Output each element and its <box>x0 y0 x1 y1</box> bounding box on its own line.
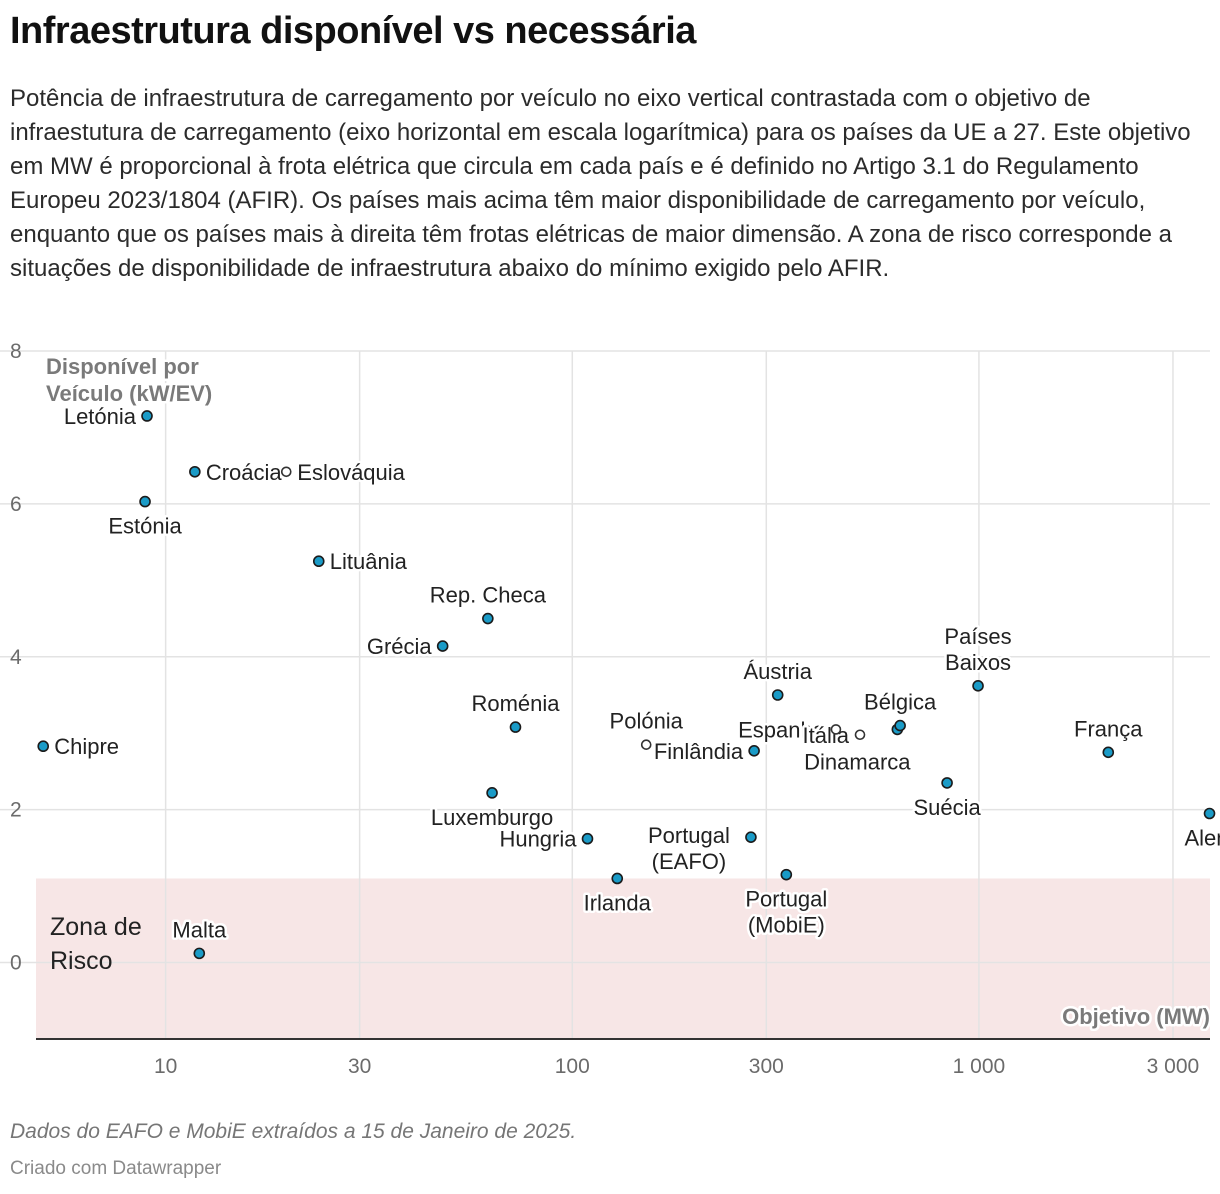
label-polonia: Polónia <box>610 709 684 734</box>
y-tick-label: 0 <box>10 952 22 975</box>
label-grecia: Grécia <box>367 634 433 659</box>
x-tick-label: 1 000 <box>953 1055 1006 1078</box>
point-eslovaquia <box>280 466 292 478</box>
point-suecia <box>941 777 953 789</box>
label-rep-checa: Rep. Checa <box>430 583 547 608</box>
label-portugal-mobie: Portugal <box>745 887 827 912</box>
label-espanha: Espanha <box>738 717 826 742</box>
y-tick-label: 6 <box>10 493 22 516</box>
y-axis-title: Veículo (kW/EV) <box>46 381 212 406</box>
point-finlandia <box>748 745 760 757</box>
notes: Dados do EAFO e MobiE extraídos a 15 de … <box>10 1120 577 1143</box>
point-espanha <box>830 724 842 735</box>
point-hungria <box>581 832 594 845</box>
point-romenia <box>509 721 522 733</box>
scatter-chart: Zona de Risco 0 2 4 6 8 10 30 100 300 1 000 3 000 Di… <box>0 340 1220 1078</box>
label-estonia: Estónia <box>108 514 182 539</box>
risk-zone-label: Zona de Risco <box>50 913 142 975</box>
label-croacia: Croácia <box>206 460 283 485</box>
point-belgica <box>894 719 906 732</box>
y-tick-label: 4 <box>10 646 22 669</box>
point-rep-checa <box>482 612 494 625</box>
point-alemanha <box>1203 807 1216 820</box>
label-portugal-eafo: (EAFO) <box>652 849 727 874</box>
label-italia: Itália <box>803 723 850 748</box>
point-estonia <box>139 495 151 508</box>
x-tick-label: 30 <box>348 1055 371 1078</box>
point-grecia <box>436 640 449 652</box>
label-letonia: Letónia <box>64 404 137 429</box>
axes: 0 2 4 6 8 10 30 100 300 1 000 3 000 Disponível porV… <box>10 340 1213 1078</box>
chart-subtitle: Potência de infraestrutura de carregamen… <box>10 85 1191 282</box>
label-austria: Áustria <box>743 659 812 684</box>
label-irlanda: Irlanda <box>584 890 652 915</box>
x-tick-label: 300 <box>749 1055 784 1078</box>
x-tick-label: 100 <box>555 1055 590 1078</box>
y-tick-label: 8 <box>10 340 22 363</box>
label-finlandia: Finlândia <box>654 739 744 764</box>
label-belgica: Bélgica <box>864 690 937 715</box>
label-paises-baixos: Países <box>944 624 1011 649</box>
point-croacia <box>189 465 201 478</box>
label-portugal-mobie: (MobiE) <box>748 913 825 938</box>
point-austria <box>771 689 784 701</box>
risk-zone-label-line: Zona de <box>50 913 142 941</box>
label-chipre: Chipre <box>54 734 119 759</box>
x-axis-title: Objetivo (MW) <box>1062 1004 1210 1029</box>
y-axis-title: Disponível por <box>46 354 199 379</box>
label-paises-baixos: Baixos <box>945 650 1011 675</box>
label-eslovaquia: Eslováquia <box>297 460 405 485</box>
point-luxemburgo <box>486 787 498 799</box>
risk-zone <box>36 878 1210 1039</box>
chart-title: Infraestrutura disponível vs necessária <box>10 10 696 52</box>
label-suecia: Suécia <box>913 795 981 820</box>
point-labels: Letónia Croácia Eslováquia Estónia Lituânia R… <box>52 401 1220 944</box>
point-irlanda <box>611 872 624 885</box>
label-romenia: Roménia <box>471 691 560 716</box>
point-letonia <box>141 410 153 422</box>
label-dinamarca: Dinamarca <box>804 749 911 774</box>
y-tick-label: 2 <box>10 799 22 822</box>
data-points <box>37 410 1216 960</box>
point-franca <box>1102 746 1115 759</box>
byline: Criado com Datawrapper <box>10 1158 222 1179</box>
x-tick-label: 3 000 <box>1147 1055 1200 1078</box>
point-chipre <box>37 740 50 753</box>
label-alemanha: Alem <box>1184 825 1220 850</box>
gridlines <box>0 350 1210 1039</box>
point-italia <box>854 729 866 741</box>
label-lituania: Lituânia <box>330 549 408 574</box>
point-malta <box>193 947 206 960</box>
label-franca: França <box>1074 716 1143 741</box>
point-paises-baixos <box>972 680 984 692</box>
point-polonia <box>640 739 652 750</box>
label-malta: Malta <box>172 917 227 942</box>
point-lituania <box>312 555 325 568</box>
point-portugal-eafo <box>745 831 757 843</box>
label-hungria: Hungria <box>499 827 577 852</box>
risk-zone-label-line: Risco <box>50 947 113 975</box>
x-tick-label: 10 <box>154 1055 177 1078</box>
label-luxemburgo: Luxemburgo <box>431 805 553 830</box>
point-portugal-mobie <box>780 868 793 881</box>
label-portugal-eafo: Portugal <box>648 823 730 848</box>
